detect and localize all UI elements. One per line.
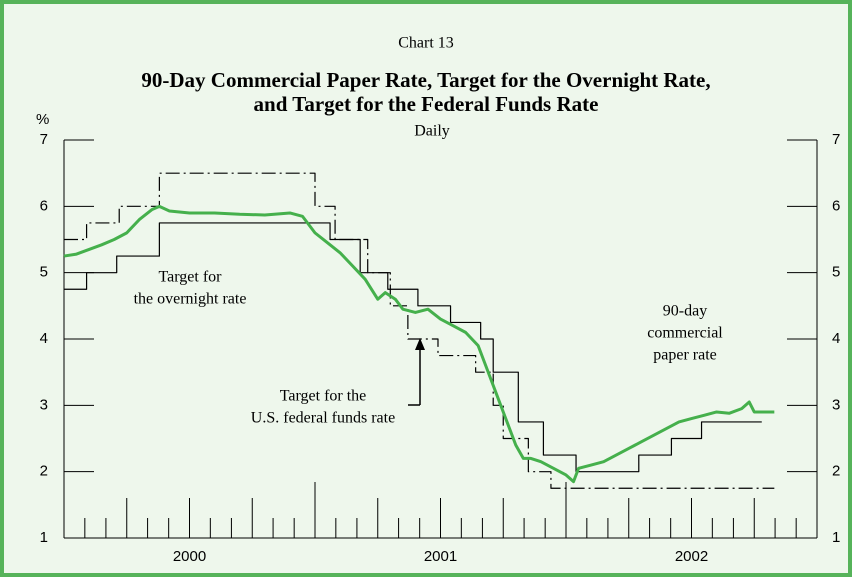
chart-subtitle: Daily — [414, 123, 450, 140]
y-tick-label: 5 — [40, 264, 48, 281]
series-label: U.S. federal funds rate — [251, 410, 395, 427]
y-tick-label: 4 — [40, 330, 48, 347]
y-tick-label: 7 — [40, 131, 48, 148]
y-axis-label: % — [36, 111, 49, 128]
series-line — [63, 204, 775, 484]
y-tick-label: 3 — [40, 396, 48, 413]
series-label: commercial — [647, 325, 723, 342]
y2-tick-label: 3 — [832, 396, 840, 413]
x-tick-label: 2001 — [424, 548, 457, 565]
y-tick-label: 2 — [40, 463, 48, 480]
series-label: paper rate — [653, 347, 717, 364]
y2-tick-label: 7 — [832, 131, 840, 148]
series-label: the overnight rate — [134, 291, 247, 308]
y2-tick-label: 2 — [832, 463, 840, 480]
chart-title: and Target for the Federal Funds Rate — [254, 92, 599, 116]
x-tick-label: 2000 — [173, 548, 206, 565]
series-label: 90-day — [663, 303, 707, 320]
y-tick-label: 6 — [40, 197, 48, 214]
x-tick-label: 2002 — [675, 548, 708, 565]
y2-tick-label: 5 — [832, 264, 840, 281]
series-line — [64, 222, 762, 473]
arrow-head — [415, 338, 425, 350]
y2-tick-label: 4 — [832, 330, 840, 347]
series-label: Target for the — [280, 388, 367, 405]
y2-tick-label: 6 — [832, 197, 840, 214]
y2-tick-label: 1 — [832, 529, 840, 546]
y-tick-label: 1 — [40, 529, 48, 546]
series-label: Target for — [159, 269, 223, 286]
chart-title: 90-Day Commercial Paper Rate, Target for… — [141, 68, 710, 92]
chart-kicker: Chart 13 — [398, 35, 454, 52]
